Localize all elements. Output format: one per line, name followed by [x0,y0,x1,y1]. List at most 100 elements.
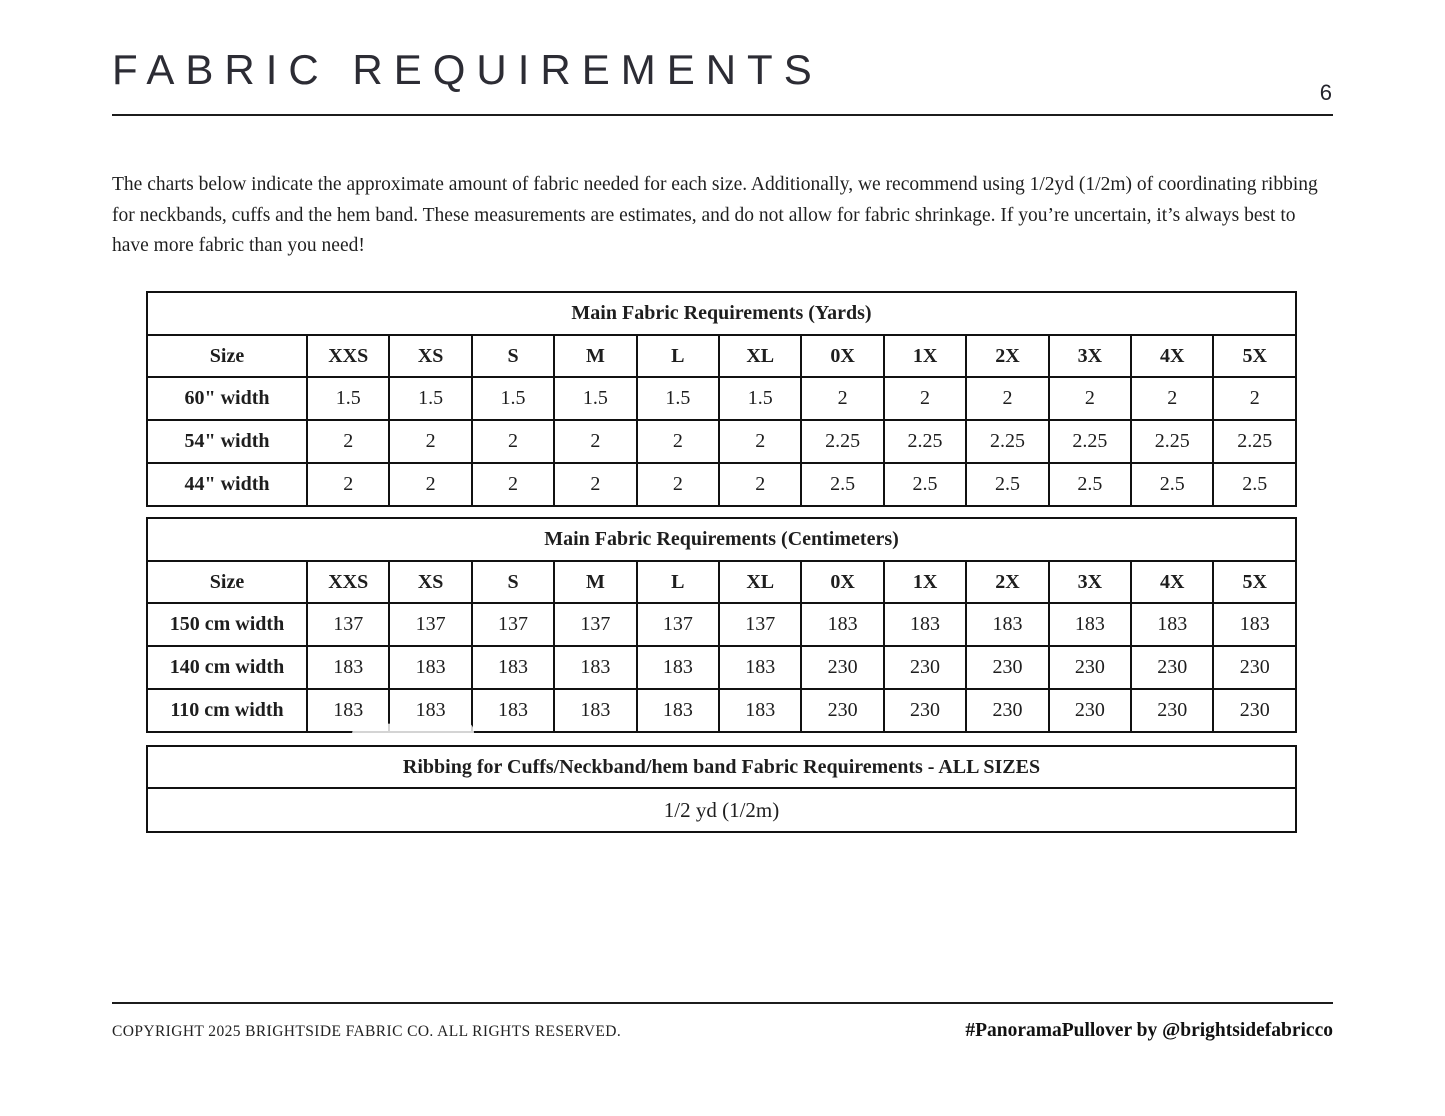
value-cell: 2.25 [882,419,968,464]
value-cell: 183 [1047,602,1133,647]
value-cell: 2 [553,419,638,464]
value-cell: 2 [965,376,1050,421]
value-cell: 183 [800,602,885,647]
value-cell: 230 [800,645,885,690]
table-header-row: Size XXS XS S M L XL 0X 1X 2X 3X 4X 5X [146,334,1297,378]
table-title-row: Main Fabric Requirements (Yards) [146,291,1297,336]
value-cell: 230 [882,645,968,690]
value-cell: 183 [470,688,556,733]
value-cell: 230 [1130,688,1215,733]
value-cell: 2 [1212,376,1297,421]
value-cell: 1.5 [635,376,721,421]
value-cell: 137 [305,602,391,647]
table-header-row: Size XXS XS S M L XL 0X 1X 2X 3X 4X 5X [146,560,1297,604]
value-cell: 183 [635,688,721,733]
value-cell: 2 [305,462,391,507]
value-cell: 2 [718,462,803,507]
value-cell: 137 [553,602,638,647]
column-header: 2X [965,560,1050,604]
table-row: 54" width 2 2 2 2 2 2 2.25 2.25 2.25 2.25 2.25 2.25 [146,419,1297,464]
value-cell: 230 [1047,688,1133,733]
value-cell: 2 [635,462,721,507]
value-cell: 2 [553,462,638,507]
row-label: 110 cm width [146,688,308,733]
value-cell: 137 [470,602,556,647]
value-cell: 183 [718,688,803,733]
value-cell: 2.5 [965,462,1050,507]
value-cell: 2.25 [1212,419,1297,464]
value-cell: 183 [1130,602,1215,647]
page-title: FABRIC REQUIREMENTS [112,46,823,93]
table-title: Main Fabric Requirements (Yards) [146,291,1297,336]
column-header: XXS [305,334,391,378]
column-header: S [470,334,556,378]
value-cell: 2.5 [1047,462,1133,507]
column-header: M [553,334,638,378]
value-cell: 2 [1130,376,1215,421]
value-cell: 230 [1212,688,1297,733]
yards-requirements-table: Main Fabric Requirements (Yards) Size XXS X… [146,291,1297,507]
value-cell: 230 [882,688,968,733]
value-cell: 2.5 [1212,462,1297,507]
value-cell: 183 [1212,602,1297,647]
value-cell: 2 [635,419,721,464]
value-cell: 183 [470,645,556,690]
column-header: Size [146,334,308,378]
value-cell: 137 [635,602,721,647]
page-number: 6 [1319,80,1332,105]
row-label: 60" width [146,376,308,421]
value-cell: 2.25 [1130,419,1215,464]
column-header: Size [146,560,308,604]
value-cell: 183 [635,645,721,690]
header-divider [112,114,1333,116]
value-cell: 1.5 [553,376,638,421]
ribbing-table-title: Ribbing for Cuffs/Neckband/hem band Fabr… [146,745,1297,789]
value-cell: 2 [800,376,885,421]
page-footer: COPYRIGHT 2025 BRIGHTSIDE FABRIC CO. ALL… [112,1020,1333,1042]
value-cell: 2 [470,419,556,464]
value-cell: 2 [882,376,968,421]
column-header: 3X [1047,334,1133,378]
column-header: 0X [800,334,885,378]
column-header: 3X [1047,560,1133,604]
footer-divider [112,1002,1333,1004]
pattern-credit-text: #PanoramaPullover by @brightsidefabricco [965,1020,1333,1041]
value-cell: 230 [1047,645,1133,690]
value-cell: 1.5 [718,376,803,421]
value-cell: 2.25 [1047,419,1133,464]
table-row: 110 cm width 183 183 183 183 183 183 230 230 230 2… [146,688,1297,733]
value-cell: 2.5 [800,462,885,507]
column-header: XS [388,560,473,604]
value-cell: 230 [800,688,885,733]
table-row: 150 cm width 137 137 137 137 137 137 183 183 183 1… [146,602,1297,647]
value-cell: 1.5 [305,376,391,421]
value-cell: 183 [305,645,391,690]
column-header: XS [388,334,473,378]
value-cell: 2 [1047,376,1133,421]
centimeters-requirements-table: Main Fabric Requirements (Centimeters) Si… [146,517,1297,733]
ribbing-value-cell: 1/2 yd (1/2m) [146,787,1297,833]
column-header: 0X [800,560,885,604]
value-cell: 183 [553,645,638,690]
value-cell: 183 [718,645,803,690]
value-cell: 2 [388,419,473,464]
column-header: L [635,560,721,604]
row-label: 44" width [146,462,308,507]
column-header: 5X [1212,334,1297,378]
value-cell: 230 [1130,645,1215,690]
value-cell: 2 [305,419,391,464]
ribbing-value-row: 1/2 yd (1/2m) [146,787,1297,833]
ribbing-requirements-table: Ribbing for Cuffs/Neckband/hem band Fabr… [146,745,1297,833]
value-cell: 137 [718,602,803,647]
value-cell: 2.5 [882,462,968,507]
value-cell: 183 [388,645,473,690]
value-cell: 183 [553,688,638,733]
ribbing-title-row: Ribbing for Cuffs/Neckband/hem band Fabr… [146,745,1297,789]
column-header: 1X [882,334,968,378]
value-cell: 230 [1212,645,1297,690]
column-header: 5X [1212,560,1297,604]
copyright-text: COPYRIGHT 2025 BRIGHTSIDE FABRIC CO. ALL… [112,1023,622,1040]
table-title: Main Fabric Requirements (Centimeters) [146,517,1297,562]
row-label: 54" width [146,419,308,464]
